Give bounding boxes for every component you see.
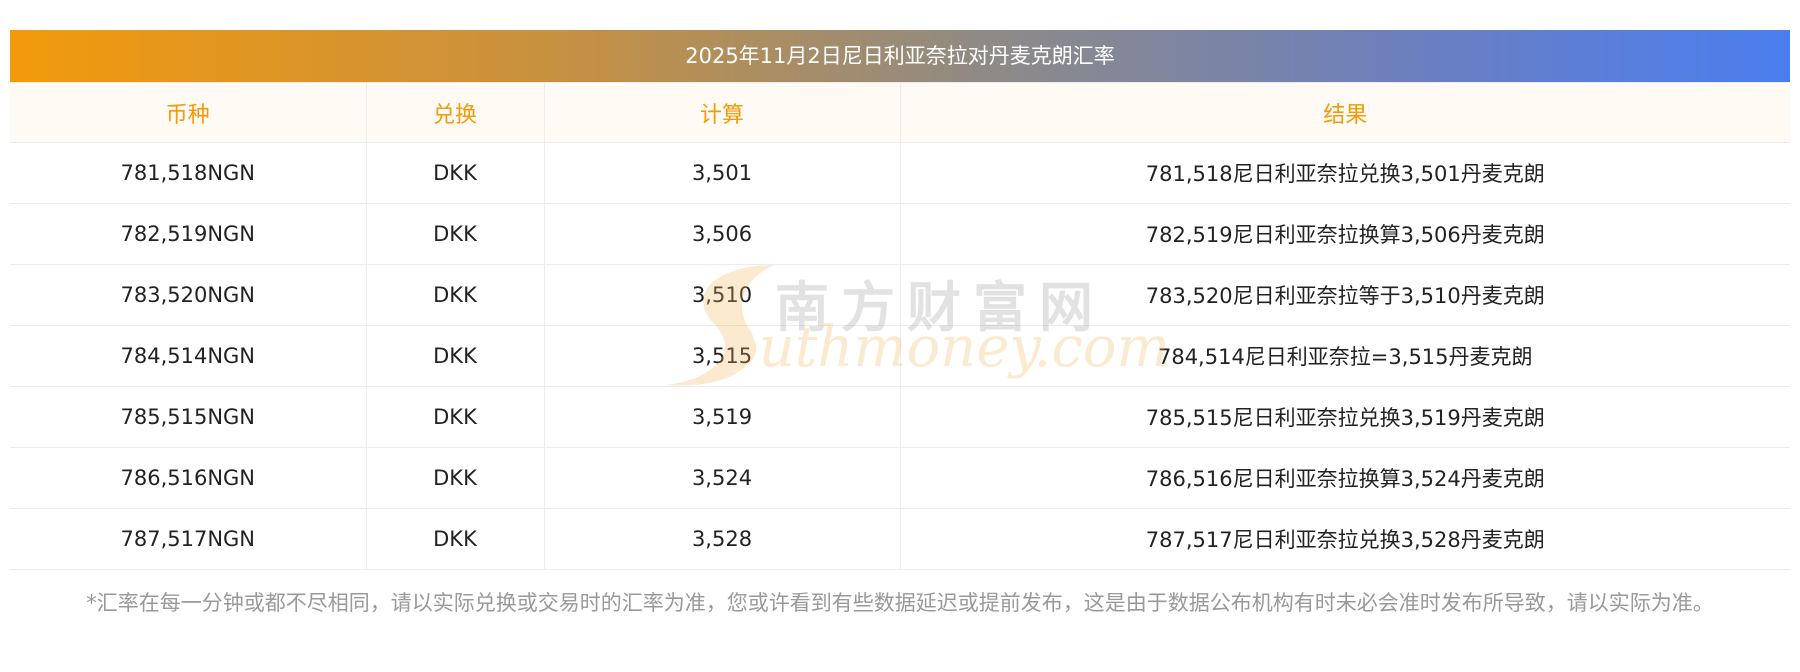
cell-currency: 782,519NGN (10, 203, 367, 265)
cell-currency: 781,518NGN (10, 142, 367, 204)
cell-exchange: DKK (365, 203, 545, 265)
cell-calc: 3,528 (543, 508, 901, 570)
cell-result: 785,515尼日利亚奈拉兑换3,519丹麦克朗 (899, 386, 1790, 448)
table-row: 783,520NGN DKK 3,510 783,520尼日利亚奈拉等于3,51… (10, 264, 1790, 326)
cell-result: 786,516尼日利亚奈拉换算3,524丹麦克朗 (899, 447, 1790, 509)
table-row: 787,517NGN DKK 3,528 787,517尼日利亚奈拉兑换3,52… (10, 508, 1790, 570)
table-header-row: 币种 兑换 计算 结果 (10, 82, 1790, 143)
cell-exchange: DKK (365, 386, 545, 448)
cell-exchange: DKK (365, 264, 545, 326)
header-exchange: 兑换 (365, 82, 545, 143)
cell-currency: 783,520NGN (10, 264, 367, 326)
cell-exchange: DKK (365, 447, 545, 509)
table-title: 2025年11月2日尼日利亚奈拉对丹麦克朗汇率 (10, 30, 1790, 82)
header-currency: 币种 (10, 82, 367, 143)
cell-currency: 787,517NGN (10, 508, 367, 570)
cell-exchange: DKK (365, 325, 545, 387)
cell-exchange: DKK (365, 142, 545, 204)
rate-table-container: 2025年11月2日尼日利亚奈拉对丹麦克朗汇率 币种 兑换 计算 结果 781,… (10, 30, 1790, 570)
cell-calc: 3,524 (543, 447, 901, 509)
cell-currency: 784,514NGN (10, 325, 367, 387)
cell-calc: 3,510 (543, 264, 901, 326)
cell-calc: 3,501 (543, 142, 901, 204)
cell-currency: 785,515NGN (10, 386, 367, 448)
header-result: 结果 (899, 82, 1790, 143)
cell-currency: 786,516NGN (10, 447, 367, 509)
cell-result: 787,517尼日利亚奈拉兑换3,528丹麦克朗 (899, 508, 1790, 570)
cell-result: 782,519尼日利亚奈拉换算3,506丹麦克朗 (899, 203, 1790, 265)
cell-calc: 3,519 (543, 386, 901, 448)
cell-calc: 3,515 (543, 325, 901, 387)
table-row: 784,514NGN DKK 3,515 784,514尼日利亚奈拉=3,515… (10, 325, 1790, 387)
cell-result: 784,514尼日利亚奈拉=3,515丹麦克朗 (899, 325, 1790, 387)
table-row: 785,515NGN DKK 3,519 785,515尼日利亚奈拉兑换3,51… (10, 386, 1790, 448)
cell-exchange: DKK (365, 508, 545, 570)
table-row: 782,519NGN DKK 3,506 782,519尼日利亚奈拉换算3,50… (10, 203, 1790, 265)
disclaimer-note: *汇率在每一分钟或都不尽相同，请以实际兑换或交易时的汇率为准，您或许看到有些数据… (86, 591, 1714, 615)
table-row: 786,516NGN DKK 3,524 786,516尼日利亚奈拉换算3,52… (10, 447, 1790, 509)
header-calc: 计算 (543, 82, 901, 143)
cell-result: 783,520尼日利亚奈拉等于3,510丹麦克朗 (899, 264, 1790, 326)
cell-calc: 3,506 (543, 203, 901, 265)
table-row: 781,518NGN DKK 3,501 781,518尼日利亚奈拉兑换3,50… (10, 142, 1790, 204)
exchange-rate-table: 币种 兑换 计算 结果 781,518NGN DKK 3,501 781,518… (10, 82, 1790, 570)
cell-result: 781,518尼日利亚奈拉兑换3,501丹麦克朗 (899, 142, 1790, 204)
